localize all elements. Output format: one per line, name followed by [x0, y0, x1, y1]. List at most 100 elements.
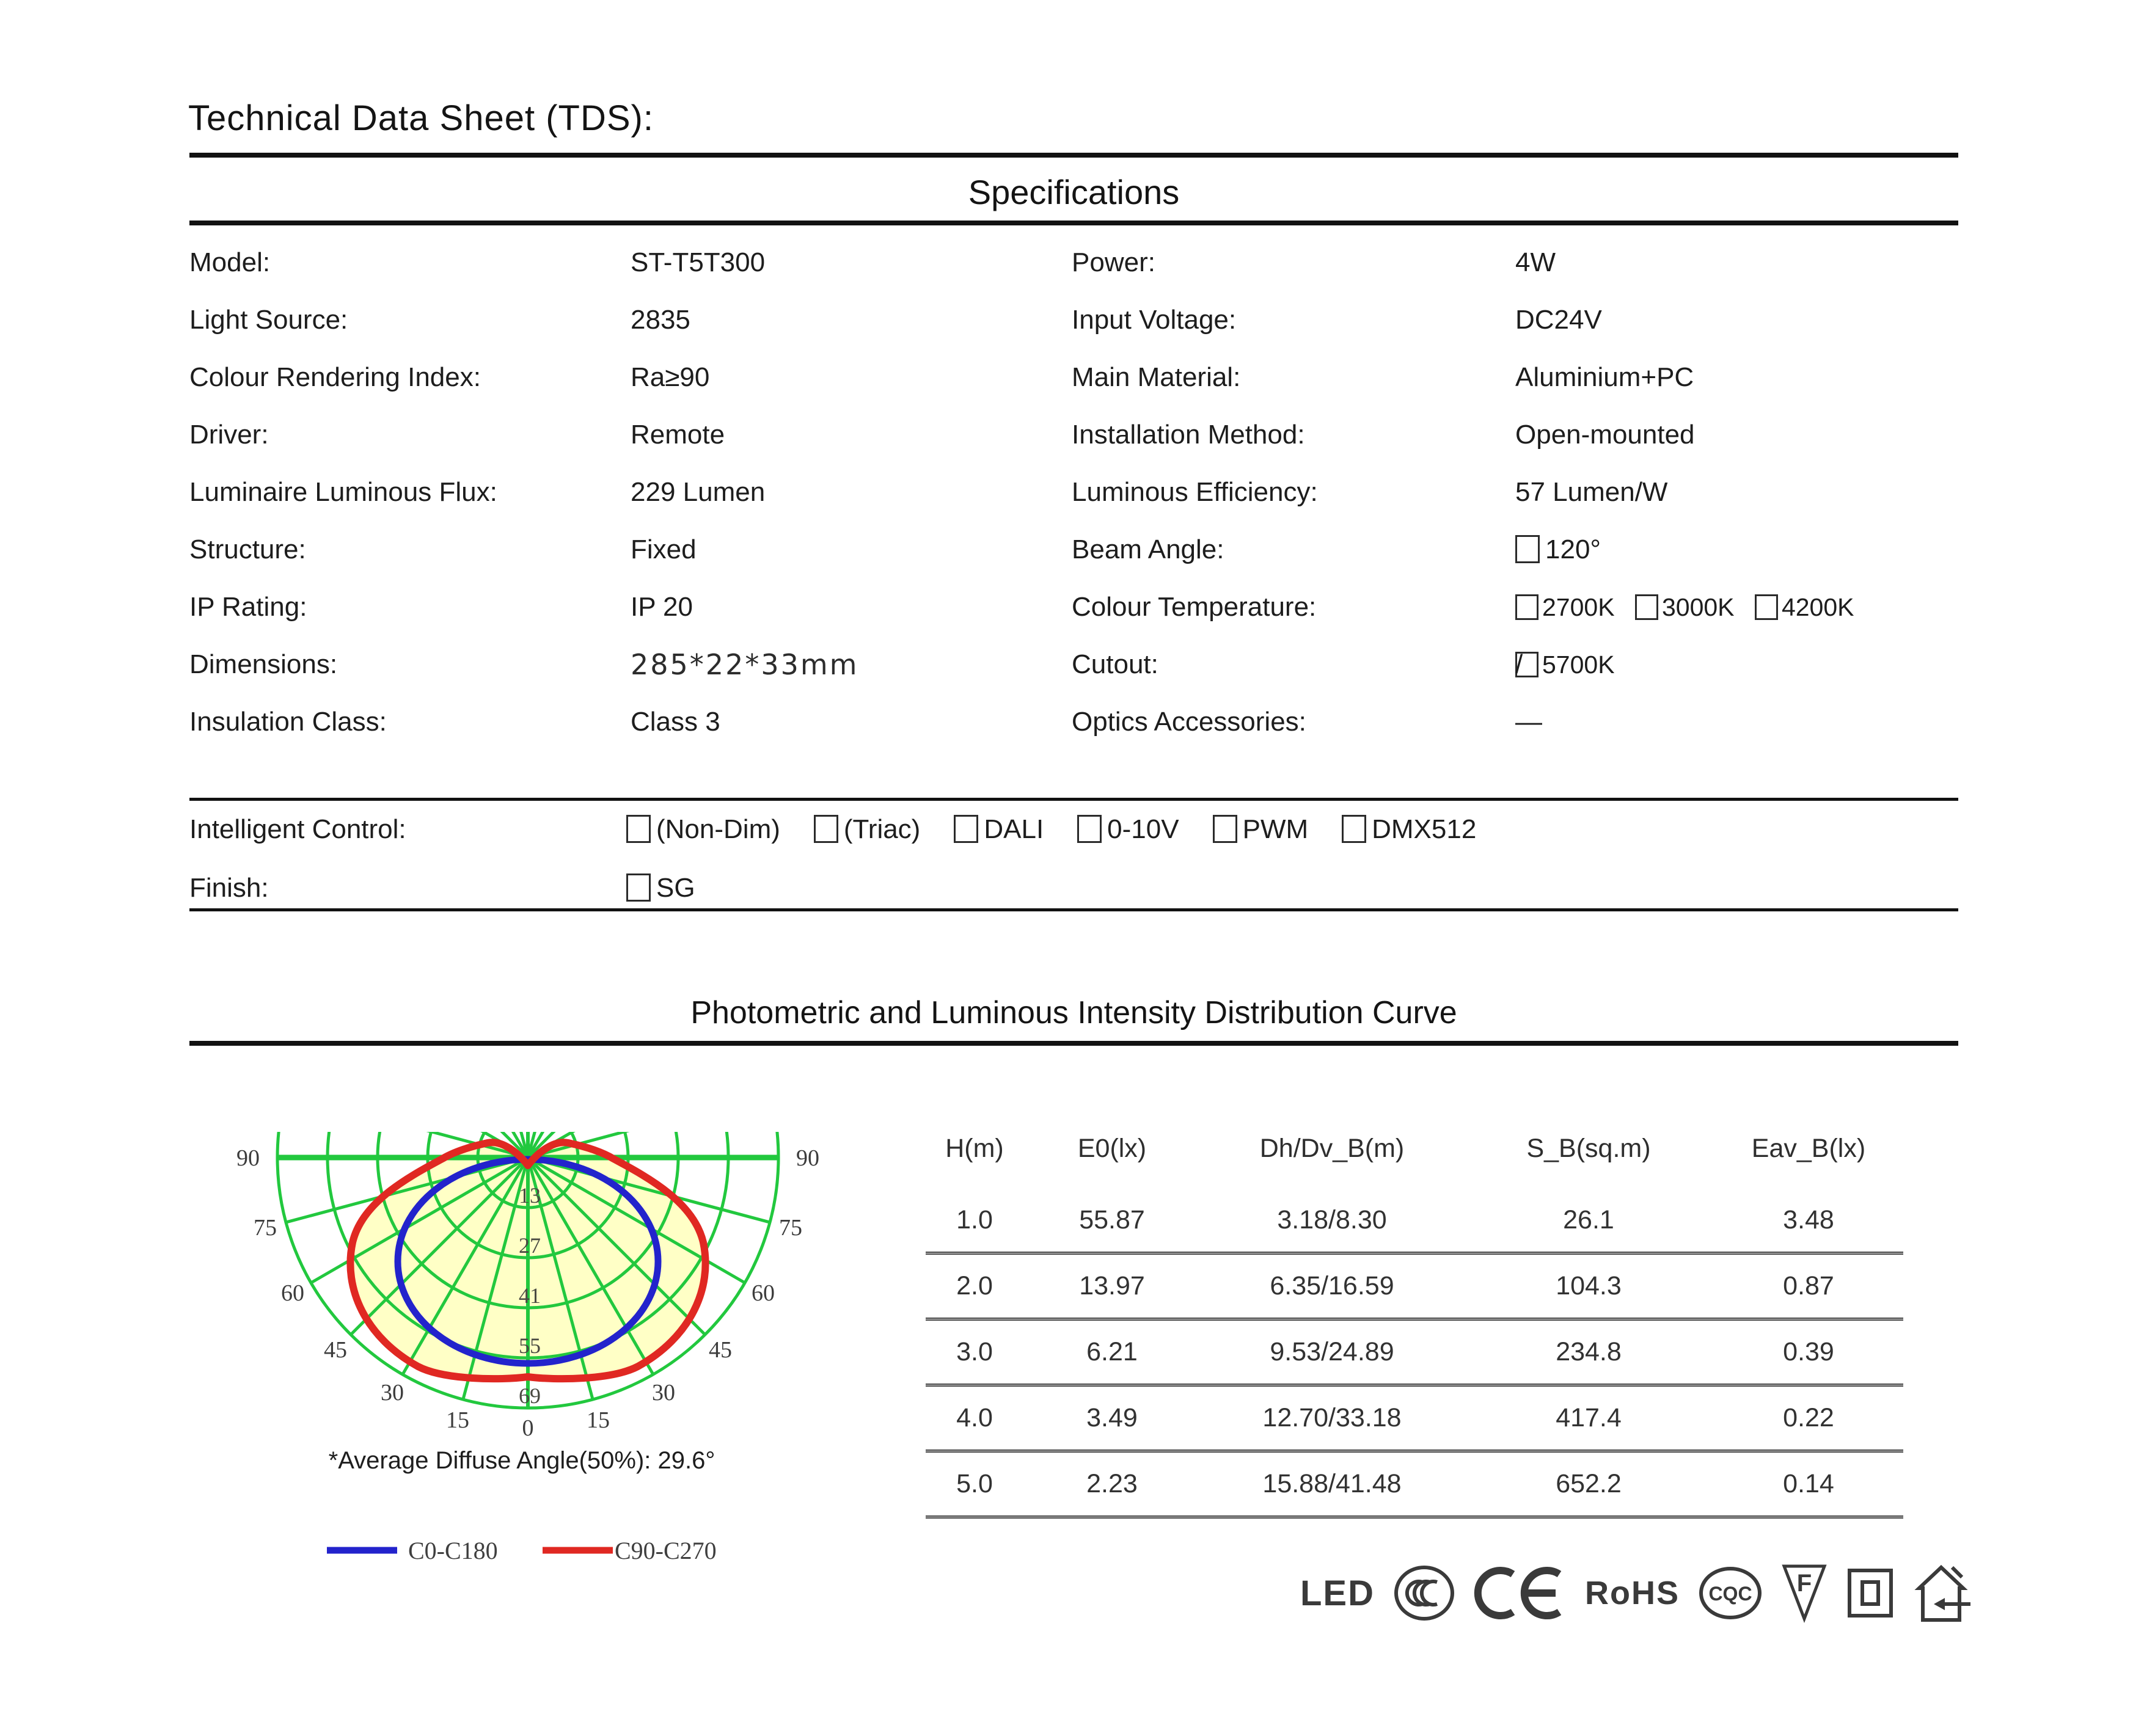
- table-cell: 0.14: [1783, 1469, 1834, 1498]
- rohs-text: RoHS: [1585, 1575, 1680, 1611]
- table-row: 3.0 6.21 9.53/24.89 234.8 0.39: [926, 1321, 1903, 1387]
- spec-row: Structure: Fixed Beam Angle: 120°: [189, 521, 1961, 578]
- checkbox-triac[interactable]: [813, 815, 838, 843]
- spec-row: Luminaire Luminous Flux: 229 Lumen Lumin…: [189, 464, 1961, 521]
- intelligent-control-options: (Non-Dim) (Triac) DALI 0-10V PWM DMX512: [626, 803, 1476, 856]
- checkbox-non-dim[interactable]: [626, 815, 651, 843]
- class-ii-insulation-icon: [1846, 1567, 1895, 1619]
- table-cell: 0.87: [1783, 1271, 1834, 1300]
- checkbox-sg[interactable]: [626, 873, 651, 902]
- f-mark-text: F: [1797, 1570, 1812, 1597]
- curve-c0-c180: [394, 1156, 662, 1367]
- finish-row: Finish: SG: [189, 861, 1961, 915]
- angle-label-60-left: 60: [281, 1280, 304, 1306]
- column-header: Eav_B(lx): [1751, 1134, 1866, 1163]
- angle-label-60-right: 60: [752, 1280, 775, 1306]
- indoor-use-icon: [1913, 1563, 1972, 1624]
- divider: [189, 798, 1958, 801]
- curve-c90-c270: [346, 1139, 709, 1383]
- checkbox-0-10v[interactable]: [1077, 815, 1102, 843]
- spec-row: Colour Rendering Index: Ra≥90 Main Mater…: [189, 349, 1961, 406]
- spec-row: Dimensions: 285*22*33mm Cutout: /: [189, 636, 1961, 693]
- spec-label: Power:: [1072, 247, 1155, 277]
- table-row: 1.0 55.87 3.18/8.30 26.1 3.48: [926, 1189, 1903, 1255]
- column-header: S_B(sq.m): [1526, 1134, 1651, 1163]
- angle-label-30-left: 30: [381, 1380, 404, 1406]
- checkbox-beam-angle-120[interactable]: [1515, 535, 1540, 563]
- checkbox-dali[interactable]: [954, 815, 979, 843]
- spec-row: Model: ST-T5T300 Power: 4W: [189, 234, 1961, 291]
- colour-temp-option: 4200K: [1781, 593, 1854, 621]
- legend-label-c90-c270: C90-C270: [615, 1537, 717, 1564]
- divider: [189, 1041, 1958, 1046]
- spec-label: Main Material:: [1072, 362, 1241, 392]
- table-cell: 3.49: [1086, 1403, 1138, 1432]
- table-cell: 26.1: [1563, 1205, 1614, 1235]
- checkbox-pwm[interactable]: [1212, 815, 1237, 843]
- cqc-text: CQC: [1708, 1583, 1752, 1605]
- radial-label-55: 55: [519, 1333, 541, 1358]
- spec-label: Light Source:: [189, 305, 348, 335]
- spec-value: Remote: [631, 420, 725, 450]
- checkbox-4200k[interactable]: [1754, 594, 1778, 620]
- beam-angle-value: 120°: [1545, 534, 1601, 564]
- photometric-table: H(m) E0(lx) Dh/Dv_B(m) S_B(sq.m) Eav_B(l…: [926, 1131, 1903, 1519]
- table-cell: 1.0: [956, 1205, 993, 1235]
- control-option: DALI: [984, 814, 1044, 844]
- spec-label: Input Voltage:: [1072, 305, 1237, 335]
- spec-value: Class 3: [631, 707, 720, 737]
- angle-label-45-left: 45: [324, 1337, 347, 1363]
- spec-row: Insulation Class: Class 3 Optics Accesso…: [189, 693, 1961, 751]
- checkbox-dmx512[interactable]: [1342, 815, 1367, 843]
- divider: [189, 153, 1958, 158]
- spec-value: /: [1515, 649, 1523, 679]
- f-triangle-mark-icon: F: [1781, 1563, 1828, 1623]
- spec-label: Colour Temperature:: [1072, 592, 1317, 622]
- spec-value: 285*22*33mm: [631, 648, 859, 681]
- intelligent-control-row: Intelligent Control: (Non-Dim) (Triac) D…: [189, 803, 1961, 856]
- angle-label-0: 0: [522, 1415, 534, 1441]
- finish-option: SG: [656, 873, 695, 903]
- table-cell: 417.4: [1556, 1403, 1622, 1432]
- checkbox-3000k[interactable]: [1634, 594, 1658, 620]
- spec-value-beam-angle: 120°: [1515, 521, 1961, 578]
- table-cell: 2.23: [1086, 1469, 1138, 1498]
- spec-label: Luminaire Luminous Flux:: [189, 477, 497, 507]
- chart-legend: C0-C180 C90-C270: [327, 1537, 717, 1564]
- table-cell: 3.48: [1783, 1205, 1834, 1235]
- checkbox-5700k[interactable]: [1515, 652, 1538, 677]
- spec-value: Open-mounted: [1515, 420, 1695, 450]
- table-cell: 3.0: [956, 1337, 993, 1366]
- spec-value: DC24V: [1515, 305, 1602, 335]
- table-cell: 15.88/41.48: [1262, 1469, 1402, 1498]
- table-row: 5.0 2.23 15.88/41.48 652.2 0.14: [926, 1453, 1903, 1519]
- spec-label: IP Rating:: [189, 592, 307, 622]
- spec-row: Light Source: 2835 Input Voltage: DC24V: [189, 291, 1961, 349]
- control-option: PWM: [1242, 814, 1309, 844]
- ccc-mark-icon: [1393, 1564, 1455, 1622]
- certification-marks: LED RoHS CQC: [1300, 1561, 1972, 1625]
- spec-label: Dimensions:: [189, 649, 338, 679]
- radial-label-13: 13: [519, 1183, 541, 1208]
- spec-value: Fixed: [631, 534, 697, 564]
- spec-value: IP 20: [631, 592, 693, 622]
- spec-value: 57 Lumen/W: [1515, 477, 1668, 507]
- table-cell: 0.39: [1783, 1337, 1834, 1366]
- specifications-table: Model: ST-T5T300 Power: 4W Light Source:…: [189, 234, 1961, 751]
- led-text: LED: [1300, 1573, 1375, 1613]
- spec-value: 4W: [1515, 247, 1556, 277]
- spec-label: Insulation Class:: [189, 707, 387, 737]
- table-cell: 5.0: [956, 1469, 993, 1498]
- table-cell: 0.22: [1783, 1403, 1834, 1432]
- spec-label: Model:: [189, 247, 271, 277]
- table-cell: 104.3: [1556, 1271, 1622, 1300]
- column-header: E0(lx): [1077, 1134, 1147, 1163]
- control-option: 0-10V: [1107, 814, 1179, 844]
- table-cell: 652.2: [1556, 1469, 1622, 1498]
- specifications-heading: Specifications: [968, 173, 1180, 211]
- radial-labels: 13 27 41 55 69: [519, 1183, 541, 1408]
- intelligent-control-label: Intelligent Control:: [189, 814, 406, 844]
- spec-label: Colour Rendering Index:: [189, 362, 481, 392]
- spec-value: Ra≥90: [631, 362, 710, 392]
- checkbox-2700k[interactable]: [1515, 594, 1538, 620]
